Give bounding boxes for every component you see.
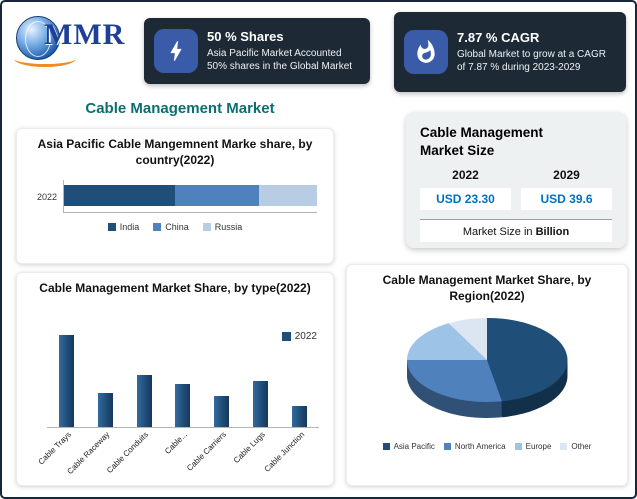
stat-card-shares: 50 % Shares Asia Pacific Market Accounte… xyxy=(144,18,370,84)
stat-title-shares: 50 % Shares xyxy=(207,29,284,44)
x-axis-label: Cable... xyxy=(163,430,190,456)
market-size-footnote-prefix: Market Size in xyxy=(462,226,536,239)
country-share-chart xyxy=(64,185,317,207)
legend-swatch xyxy=(382,443,390,451)
country-share-panel: Asia Pacific Cable Mangemnent Marke shar… xyxy=(16,128,334,264)
legend-swatch xyxy=(202,223,211,232)
pie-slice-other xyxy=(448,318,487,361)
stat-text-block: 7.87 % CAGR Global Market to grow at a C… xyxy=(457,30,616,74)
bar xyxy=(136,374,152,427)
market-size-year-2029: 2029 xyxy=(553,168,580,183)
logo-swoosh-underline xyxy=(14,50,76,67)
bar xyxy=(214,396,230,427)
bar-slot: Cable Lugs xyxy=(232,335,278,465)
legend-item: Other xyxy=(560,442,591,451)
market-size-table: 2022 2029 USD 23.30 USD 39.6 xyxy=(420,168,612,211)
x-axis-label: Cable Carriers xyxy=(185,430,229,473)
region-share-panel: Cable Management Market Share, by Region… xyxy=(346,264,628,486)
x-axis-label: Cable Junction xyxy=(262,430,306,474)
legend-item: Russia xyxy=(202,222,243,233)
x-axis-label: Cable Lugs xyxy=(232,430,268,465)
y-axis-label: 2022 xyxy=(36,191,57,202)
pie-slice-europe xyxy=(407,323,487,361)
flame-icon xyxy=(404,30,448,74)
country-chart-title: Asia Pacific Cable Mangemnent Marke shar… xyxy=(37,137,313,167)
x-axis-label: Cable Trays xyxy=(36,430,73,467)
type-legend: 2022 xyxy=(281,331,317,342)
legend-label: India xyxy=(119,222,140,233)
type-share-chart: Cable Trays Cable Raceway Cable Conduits Ca… xyxy=(36,335,319,476)
stat-text-block: 50 % Shares Asia Pacific Market Accounte… xyxy=(207,29,360,73)
region-legend: Asia Pacific North America Europe Other xyxy=(355,442,619,451)
country-legend: India China Russia xyxy=(25,222,325,232)
bar-slot: Cable Trays xyxy=(36,335,83,467)
country-plot-area: 2022 xyxy=(25,180,325,214)
legend-swatch xyxy=(107,223,116,232)
country-axes xyxy=(63,180,317,214)
bar xyxy=(253,381,269,427)
legend-label: Other xyxy=(571,442,592,452)
legend-label: North America xyxy=(454,442,506,452)
market-size-footnote-unit: Billion xyxy=(535,226,570,239)
legend-label: Europe xyxy=(525,442,552,452)
market-size-year-2022: 2022 xyxy=(452,168,479,183)
type-legend-label: 2022 xyxy=(294,331,317,342)
market-size-value-2022: USD 23.30 xyxy=(420,188,511,211)
bar-slot: Cable... xyxy=(163,335,200,456)
bar xyxy=(97,393,113,427)
bar-segment-china xyxy=(175,185,259,207)
pie-slice-asia-pacific xyxy=(487,318,568,402)
bar-slot: Cable Junction xyxy=(262,335,316,474)
brand-logo-text: MMR xyxy=(44,18,126,51)
legend-swatch xyxy=(443,443,451,451)
stat-body-cagr: Global Market to grow at a CAGR of 7.87 … xyxy=(457,49,606,73)
legend-item: India xyxy=(107,222,140,233)
region-chart-title: Cable Management Market Share, by Region… xyxy=(382,273,592,303)
legend-item: North America xyxy=(443,442,506,452)
legend-item: Asia Pacific xyxy=(382,442,435,452)
stat-body-shares: Asia Pacific Market Accounted 50% shares… xyxy=(207,48,353,72)
stat-card-cagr: 7.87 % CAGR Global Market to grow at a C… xyxy=(394,12,626,92)
market-size-value-2029: USD 39.6 xyxy=(521,188,612,211)
legend-swatch xyxy=(153,223,162,232)
bar-slot: Cable Carriers xyxy=(185,335,239,473)
legend-label: Asia Pacific xyxy=(393,442,435,452)
bar-segment-india xyxy=(64,185,176,207)
market-size-title: Cable Management Market Size xyxy=(420,125,544,159)
legend-label: China xyxy=(165,222,189,233)
market-size-footnote: Market Size in Billion xyxy=(420,219,612,243)
legend-item: China xyxy=(153,222,189,232)
bar xyxy=(291,405,307,427)
type-legend-swatch xyxy=(281,332,291,341)
region-pie xyxy=(406,318,568,419)
type-share-panel: Cable Management Market Share, by type(2… xyxy=(16,272,334,486)
legend-label: Russia xyxy=(214,222,243,233)
brand-logo: MMR xyxy=(14,10,142,82)
market-size-panel: Cable Management Market Size 2022 2029 U… xyxy=(406,112,626,248)
bar-slot: Cable Raceway xyxy=(66,335,122,476)
type-chart-title: Cable Management Market Share, by type(2… xyxy=(39,281,311,295)
legend-swatch xyxy=(514,443,522,451)
lightning-icon xyxy=(154,29,198,73)
pie-slice-north-america xyxy=(406,360,502,403)
bar-segment-russia xyxy=(258,185,317,207)
stat-title-cagr: 7.87 % CAGR xyxy=(457,30,540,45)
bar xyxy=(175,384,191,427)
legend-item: Europe xyxy=(514,442,552,452)
bar xyxy=(58,335,74,427)
bar-slot: Cable Conduits xyxy=(105,335,161,475)
legend-swatch xyxy=(560,443,568,451)
x-axis-label: Cable Conduits xyxy=(105,430,151,476)
page-title: Cable Management Market xyxy=(85,100,275,117)
